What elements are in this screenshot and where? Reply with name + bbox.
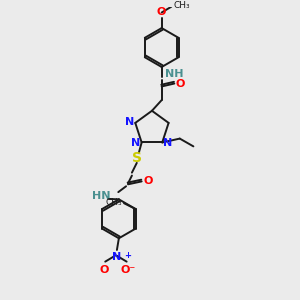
Text: NH: NH [165, 69, 183, 79]
Text: S: S [132, 151, 142, 165]
Text: O: O [175, 79, 185, 88]
Text: N: N [125, 117, 134, 127]
Text: CH₃: CH₃ [173, 1, 190, 10]
Text: N: N [131, 139, 141, 148]
Text: N: N [112, 252, 122, 262]
Text: O: O [100, 265, 109, 275]
Text: O⁻: O⁻ [121, 265, 136, 275]
Text: +: + [124, 251, 131, 260]
Text: CH₃: CH₃ [106, 198, 122, 207]
Text: N: N [163, 139, 172, 148]
Text: HN: HN [92, 191, 110, 201]
Text: O: O [157, 8, 166, 17]
Text: O: O [144, 176, 153, 186]
